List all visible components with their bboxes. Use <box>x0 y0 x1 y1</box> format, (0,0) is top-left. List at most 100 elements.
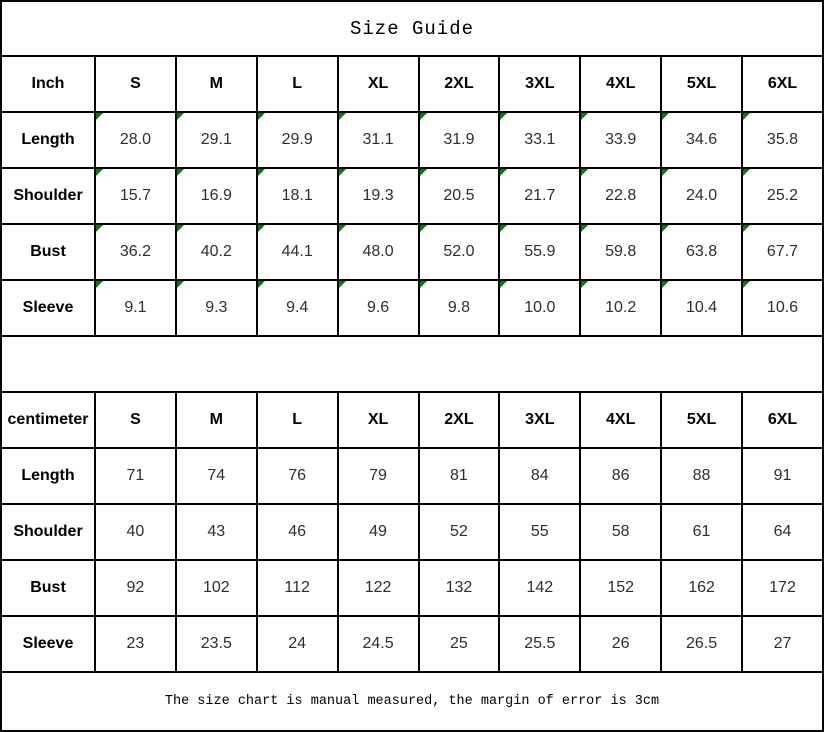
size-value-cell: 19.3 <box>336 167 420 225</box>
cm-sleeve-row: Sleeve 23 23.5 24 24.5 25 25.5 26 26.5 2… <box>0 615 824 673</box>
size-value-cell: 61 <box>660 503 743 561</box>
size-value-cell: 10.4 <box>660 279 743 337</box>
size-value-cell: 23 <box>94 615 177 673</box>
green-triangle-icon <box>582 114 589 120</box>
size-header: 5XL <box>660 391 743 449</box>
size-value-cell: 24.0 <box>660 167 743 225</box>
cell-value: 48.0 <box>362 243 394 260</box>
size-value-cell: 33.1 <box>498 111 582 169</box>
size-value-cell: 23.5 <box>174 615 258 673</box>
cell-value: 40.2 <box>200 243 232 260</box>
green-triangle-icon <box>258 282 265 288</box>
size-header: 4XL <box>579 55 663 113</box>
cell-value: 34.6 <box>685 131 718 148</box>
size-value-cell: 9.1 <box>94 279 177 337</box>
cell-value: 24.0 <box>685 187 718 204</box>
size-header: 2XL <box>417 391 501 449</box>
size-value-cell: 102 <box>174 559 258 617</box>
footer-note: The size chart is manual measured, the m… <box>0 671 824 732</box>
unit-header-centimeter: centimeter <box>0 391 96 449</box>
green-triangle-icon <box>501 226 508 232</box>
size-value-cell: 132 <box>417 559 501 617</box>
cell-value: 18.1 <box>281 187 313 204</box>
cell-value: 67.7 <box>766 243 799 260</box>
green-triangle-icon <box>177 282 184 288</box>
size-value-cell: 76 <box>255 447 339 505</box>
size-value-cell: 52 <box>417 503 501 561</box>
size-value-cell: 22.8 <box>579 167 663 225</box>
cm-bust-row: Bust 92 102 112 122 132 142 152 162 172 <box>0 559 824 617</box>
inch-bust-row: Bust 36.2 40.2 44.1 48.0 52.0 55.9 59.8 … <box>0 223 824 281</box>
green-triangle-icon <box>339 170 346 176</box>
size-value-cell: 20.5 <box>417 167 501 225</box>
size-header: 4XL <box>579 391 663 449</box>
size-value-cell: 10.0 <box>498 279 582 337</box>
size-value-cell: 25 <box>417 615 501 673</box>
size-value-cell: 64 <box>741 503 824 561</box>
size-value-cell: 43 <box>174 503 258 561</box>
inch-sleeve-row: Sleeve 9.1 9.3 9.4 9.6 9.8 10.0 10.2 10.… <box>0 279 824 337</box>
size-value-cell: 29.1 <box>174 111 258 169</box>
size-value-cell: 172 <box>741 559 824 617</box>
size-value-cell: 26 <box>579 615 663 673</box>
size-header: XL <box>336 55 420 113</box>
inch-shoulder-row: Shoulder 15.7 16.9 18.1 19.3 20.5 21.7 2… <box>0 167 824 225</box>
size-value-cell: 52.0 <box>417 223 501 281</box>
size-value-cell: 122 <box>336 559 420 617</box>
size-value-cell: 86 <box>579 447 663 505</box>
size-header: S <box>94 391 177 449</box>
unit-header-inch: Inch <box>0 55 96 113</box>
green-triangle-icon <box>177 170 184 176</box>
size-value-cell: 33.9 <box>579 111 663 169</box>
green-triangle-icon <box>582 282 589 288</box>
inch-header-row: Inch S M L XL 2XL 3XL 4XL 5XL 6XL <box>0 55 824 113</box>
row-label: Bust <box>0 223 96 281</box>
size-value-cell: 24 <box>255 615 339 673</box>
size-value-cell: 21.7 <box>498 167 582 225</box>
cell-value: 29.9 <box>281 131 313 148</box>
green-triangle-icon <box>501 170 508 176</box>
size-value-cell: 152 <box>579 559 663 617</box>
size-value-cell: 18.1 <box>255 167 339 225</box>
inch-length-row: Length 28.0 29.1 29.9 31.1 31.9 33.1 33.… <box>0 111 824 169</box>
green-triangle-icon <box>339 282 346 288</box>
size-value-cell: 31.1 <box>336 111 420 169</box>
size-value-cell: 9.4 <box>255 279 339 337</box>
size-value-cell: 58 <box>579 503 663 561</box>
green-triangle-icon <box>96 170 103 176</box>
size-value-cell: 55.9 <box>498 223 582 281</box>
cell-value: 10.4 <box>685 299 718 316</box>
size-header: 2XL <box>417 55 501 113</box>
green-triangle-icon <box>744 282 750 288</box>
size-value-cell: 26.5 <box>660 615 743 673</box>
cell-value: 10.2 <box>605 299 637 316</box>
row-label: Sleeve <box>0 279 96 337</box>
size-value-cell: 16.9 <box>174 167 258 225</box>
size-header: S <box>94 55 177 113</box>
size-value-cell: 67.7 <box>741 223 824 281</box>
cm-length-row: Length 71 74 76 79 81 84 86 88 91 <box>0 447 824 505</box>
size-header: L <box>255 55 339 113</box>
size-value-cell: 59.8 <box>579 223 663 281</box>
size-value-cell: 48.0 <box>336 223 420 281</box>
cell-value: 44.1 <box>281 243 313 260</box>
green-triangle-icon <box>501 114 508 120</box>
cell-value: 19.3 <box>362 187 394 204</box>
green-triangle-icon <box>744 226 750 232</box>
size-value-cell: 25.5 <box>498 615 582 673</box>
size-value-cell: 112 <box>255 559 339 617</box>
cell-value: 31.9 <box>443 131 475 148</box>
size-value-cell: 10.6 <box>741 279 824 337</box>
cell-value: 20.5 <box>443 187 475 204</box>
size-value-cell: 55 <box>498 503 582 561</box>
green-triangle-icon <box>96 282 103 288</box>
green-triangle-icon <box>258 170 265 176</box>
size-header: M <box>174 391 258 449</box>
size-value-cell: 71 <box>94 447 177 505</box>
size-value-cell: 49 <box>336 503 420 561</box>
size-value-cell: 44.1 <box>255 223 339 281</box>
row-label: Sleeve <box>0 615 96 673</box>
row-label: Shoulder <box>0 503 96 561</box>
size-value-cell: 31.9 <box>417 111 501 169</box>
